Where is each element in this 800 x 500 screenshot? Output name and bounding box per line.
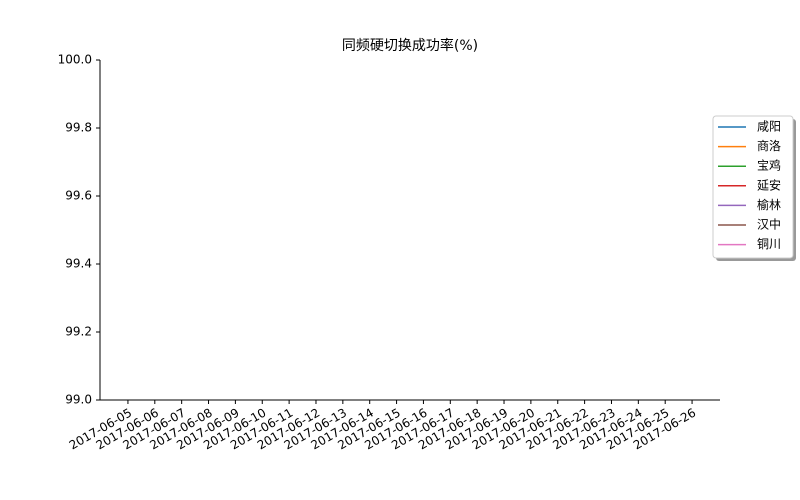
y-tick-label: 100.0 xyxy=(58,53,92,67)
legend-label: 汉中 xyxy=(757,217,781,232)
y-tick-label: 99.0 xyxy=(65,393,92,407)
legend-label: 延安 xyxy=(757,177,781,192)
y-tick-label: 99.4 xyxy=(65,257,92,271)
legend-label: 咸阳 xyxy=(757,120,781,134)
legend-label: 宝鸡 xyxy=(757,158,781,173)
y-tick-label: 99.6 xyxy=(65,189,92,203)
legend-label: 商洛 xyxy=(757,138,781,153)
y-tick-label: 99.8 xyxy=(65,121,92,135)
legend-label: 榆林 xyxy=(757,197,781,212)
y-tick-label: 99.2 xyxy=(65,325,92,339)
legend-box xyxy=(712,115,794,259)
chart-title: 同频硬切换成功率(%) xyxy=(342,37,478,54)
legend-label: 铜川 xyxy=(757,236,781,251)
